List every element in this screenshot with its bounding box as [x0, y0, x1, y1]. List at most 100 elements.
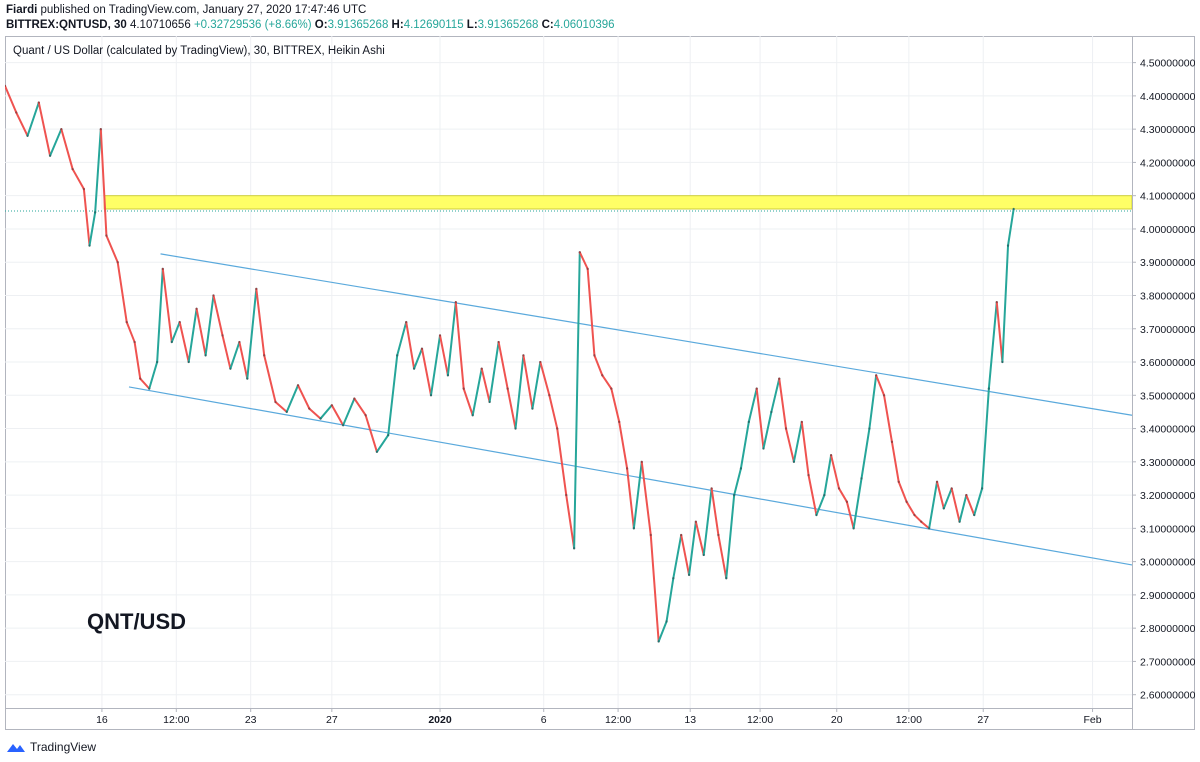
price-point: [958, 520, 961, 523]
price-segment: [330, 404, 345, 427]
chart-header: Fiardi published on TradingView.com, Jan…: [6, 3, 366, 17]
channel-lines[interactable]: [128, 253, 1133, 566]
price-segment: [905, 500, 916, 517]
price-point: [285, 410, 288, 414]
price-point: [784, 427, 788, 430]
brand-name[interactable]: TradingView: [30, 740, 97, 754]
price-segment: [845, 500, 855, 530]
chart-frame[interactable]: 2.60000000 2.70000000 2.80000000 2.90000000…: [3, 36, 1196, 730]
price-point: [488, 400, 491, 404]
price-axis[interactable]: 2.60000000 2.70000000 2.80000000 2.90000000…: [1132, 58, 1196, 702]
price-segment: [187, 307, 198, 364]
price-point: [212, 294, 215, 297]
price-point: [815, 513, 818, 517]
price-point: [717, 533, 720, 537]
price-point: [15, 111, 18, 114]
price-chart[interactable]: 2.60000000 2.70000000 2.80000000 2.90000000…: [3, 36, 1196, 730]
price-point: [973, 513, 976, 517]
price-segment: [649, 534, 660, 643]
price-segment: [405, 321, 416, 370]
price-point: [429, 394, 433, 397]
price-point: [823, 493, 826, 497]
price-point: [680, 533, 683, 537]
price-segment: [920, 520, 931, 530]
channel-lower-line: [128, 386, 1133, 566]
price-segment: [610, 387, 621, 423]
price-segment: [88, 211, 97, 247]
price-point: [446, 374, 450, 377]
price-point: [586, 267, 589, 271]
price-point: [556, 427, 559, 430]
price-segment: [94, 128, 102, 214]
price-point: [860, 477, 863, 480]
price-segment: [618, 420, 629, 470]
open-value: 3.91365268: [327, 19, 389, 31]
price-segment: [49, 128, 63, 157]
price-point: [874, 374, 878, 377]
tradingview-logo-icon[interactable]: [6, 740, 26, 754]
author-name[interactable]: Fiardi: [6, 4, 38, 16]
price-segment: [875, 374, 886, 397]
y-tick-label: 4.40000000: [1140, 91, 1195, 103]
time-axis[interactable]: 16 12:00 23 27 2020 6 12:00 13 12:00 20 12:00 27 Feb: [96, 708, 1102, 726]
price-point: [133, 340, 136, 344]
price-point: [60, 127, 63, 131]
price-point: [890, 440, 894, 444]
price-change: +0.32729536 (+8.66%): [193, 19, 312, 31]
x-tick-label: 27: [977, 714, 989, 726]
y-tick-label: 3.50000000: [1140, 390, 1195, 402]
price-segment: [1007, 207, 1015, 247]
price-point: [905, 500, 908, 503]
price-point: [405, 320, 408, 324]
price-point: [71, 167, 74, 171]
price-point: [375, 450, 379, 454]
price-segment: [702, 487, 713, 556]
last-price: 4.10710656: [129, 19, 191, 31]
price-point: [710, 487, 713, 490]
y-tick-label: 3.60000000: [1140, 357, 1195, 369]
price-point: [187, 360, 190, 364]
price-segment: [792, 420, 803, 463]
price-point: [420, 347, 424, 350]
price-segment: [238, 341, 249, 380]
price-point: [1006, 244, 1010, 247]
price-point: [330, 404, 334, 407]
x-tick-label: 13: [684, 714, 696, 726]
price-point: [364, 414, 367, 417]
resistance-zone-rect: [103, 195, 1133, 210]
price-segment: [578, 251, 589, 270]
price-segment: [342, 397, 356, 427]
price-point: [26, 134, 29, 138]
x-tick-label: 12:00: [896, 714, 922, 726]
y-tick-label: 2.70000000: [1140, 656, 1195, 668]
price-point: [1012, 207, 1015, 211]
price-point: [497, 340, 500, 344]
price-segment: [522, 354, 534, 410]
price-segment: [285, 384, 300, 413]
price-point: [618, 420, 621, 424]
resistance-zone[interactable]: [5, 195, 1133, 212]
price-point: [386, 434, 390, 437]
price-point: [246, 377, 249, 380]
price-segment: [800, 420, 810, 477]
price-segment: [868, 374, 878, 430]
price-segment: [973, 487, 984, 517]
price-point: [522, 354, 525, 357]
price-segment: [116, 261, 128, 324]
y-tick-label: 3.20000000: [1140, 490, 1195, 502]
x-tick-label: 12:00: [163, 714, 189, 726]
price-segment: [573, 251, 581, 550]
price-point: [319, 417, 322, 420]
symbol-label[interactable]: BITTREX:QNTUSD, 30: [6, 19, 127, 31]
price-segment: [413, 347, 423, 370]
pair-annotation: QNT/USD: [87, 609, 186, 634]
price-segment: [439, 334, 449, 377]
price-segment: [420, 347, 433, 397]
price-segment: [739, 420, 750, 470]
price-segment: [665, 577, 675, 623]
price-point: [702, 553, 705, 557]
price-segment: [755, 387, 765, 450]
y-tick-label: 3.80000000: [1140, 290, 1195, 302]
y-tick-label: 4.20000000: [1140, 157, 1195, 169]
price-segment: [375, 434, 390, 453]
